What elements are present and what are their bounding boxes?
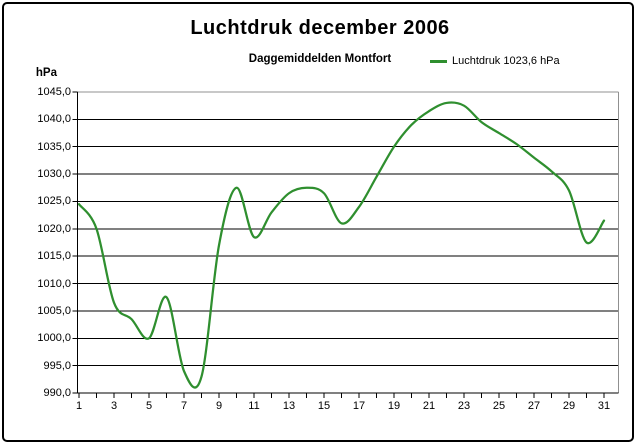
- x-tick-label: 1: [75, 400, 83, 412]
- x-tick-label: 25: [492, 400, 506, 412]
- x-tick-label: 23: [457, 400, 471, 412]
- legend-line-icon: [430, 59, 447, 63]
- x-tick-label: 9: [215, 400, 223, 412]
- y-axis-unit-label: hPa: [35, 67, 57, 79]
- y-tick-label: 1015,0: [37, 250, 71, 263]
- legend-label: Luchtdruk 1023,6 hPa: [452, 55, 560, 67]
- y-tick-label: 1020,0: [37, 222, 71, 235]
- pressure-curve: [77, 101, 606, 389]
- x-tick-label: 17: [352, 400, 366, 412]
- x-tick-label: 21: [422, 400, 436, 412]
- y-tick-label: 1035,0: [37, 140, 71, 153]
- y-tick-label: 1030,0: [37, 168, 71, 181]
- x-tick-label: 5: [145, 400, 153, 412]
- x-tick-label: 13: [282, 400, 296, 412]
- chart-title: Luchtdruk december 2006: [190, 17, 450, 39]
- x-tick-label: 3: [110, 400, 118, 412]
- x-tick-label: 7: [180, 400, 188, 412]
- y-tick-label: 1040,0: [37, 113, 71, 126]
- x-tick-label: 27: [527, 400, 541, 412]
- y-tick-label: 1000,0: [37, 332, 71, 345]
- plot-svg: [72, 91, 619, 398]
- x-tick-label: 31: [597, 400, 611, 412]
- y-tick-label: 995,0: [43, 359, 71, 372]
- x-tick-label: 15: [317, 400, 331, 412]
- y-tick-label: 1005,0: [37, 304, 71, 317]
- x-tick-label: 29: [562, 400, 576, 412]
- y-tick-label: 1045,0: [37, 86, 71, 98]
- x-tick-label: 19: [387, 400, 401, 412]
- chart-subtitle: Daggemiddelden Montfort: [248, 53, 392, 65]
- x-tick-label: 11: [248, 400, 260, 412]
- legend: Luchtdruk 1023,6 hPa: [430, 55, 560, 67]
- chart-frame: [2, 2, 634, 442]
- y-tick-label: 1010,0: [37, 277, 71, 290]
- y-tick-label: 990,0: [43, 387, 71, 399]
- y-tick-label: 1025,0: [37, 195, 71, 208]
